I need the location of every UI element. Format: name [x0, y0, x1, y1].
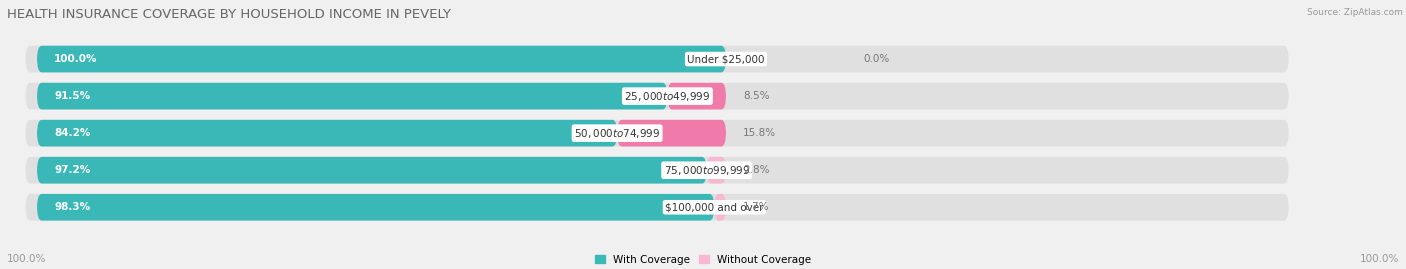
Text: Source: ZipAtlas.com: Source: ZipAtlas.com: [1308, 8, 1403, 17]
FancyBboxPatch shape: [25, 194, 1289, 221]
Text: $100,000 and over: $100,000 and over: [665, 202, 763, 212]
FancyBboxPatch shape: [25, 46, 1289, 72]
Text: 84.2%: 84.2%: [55, 128, 90, 138]
FancyBboxPatch shape: [37, 157, 707, 183]
Text: $50,000 to $74,999: $50,000 to $74,999: [574, 127, 661, 140]
Text: 100.0%: 100.0%: [1360, 254, 1399, 264]
Text: HEALTH INSURANCE COVERAGE BY HOUSEHOLD INCOME IN PEVELY: HEALTH INSURANCE COVERAGE BY HOUSEHOLD I…: [7, 8, 451, 21]
FancyBboxPatch shape: [37, 194, 714, 221]
Legend: With Coverage, Without Coverage: With Coverage, Without Coverage: [591, 251, 815, 269]
FancyBboxPatch shape: [37, 83, 668, 109]
FancyBboxPatch shape: [617, 120, 725, 147]
Text: $25,000 to $49,999: $25,000 to $49,999: [624, 90, 710, 102]
Text: 98.3%: 98.3%: [55, 202, 90, 212]
Text: $75,000 to $99,999: $75,000 to $99,999: [664, 164, 749, 177]
FancyBboxPatch shape: [714, 194, 725, 221]
FancyBboxPatch shape: [25, 120, 1289, 147]
Text: 97.2%: 97.2%: [55, 165, 90, 175]
Text: Under $25,000: Under $25,000: [688, 54, 765, 64]
FancyBboxPatch shape: [668, 83, 725, 109]
Text: 91.5%: 91.5%: [55, 91, 90, 101]
Text: 100.0%: 100.0%: [7, 254, 46, 264]
FancyBboxPatch shape: [707, 157, 725, 183]
FancyBboxPatch shape: [37, 46, 725, 72]
FancyBboxPatch shape: [25, 83, 1289, 109]
Text: 15.8%: 15.8%: [744, 128, 776, 138]
Text: 100.0%: 100.0%: [55, 54, 98, 64]
Text: 0.0%: 0.0%: [863, 54, 890, 64]
Text: 1.7%: 1.7%: [744, 202, 769, 212]
Text: 2.8%: 2.8%: [744, 165, 769, 175]
FancyBboxPatch shape: [37, 120, 617, 147]
FancyBboxPatch shape: [25, 157, 1289, 183]
Text: 8.5%: 8.5%: [744, 91, 769, 101]
